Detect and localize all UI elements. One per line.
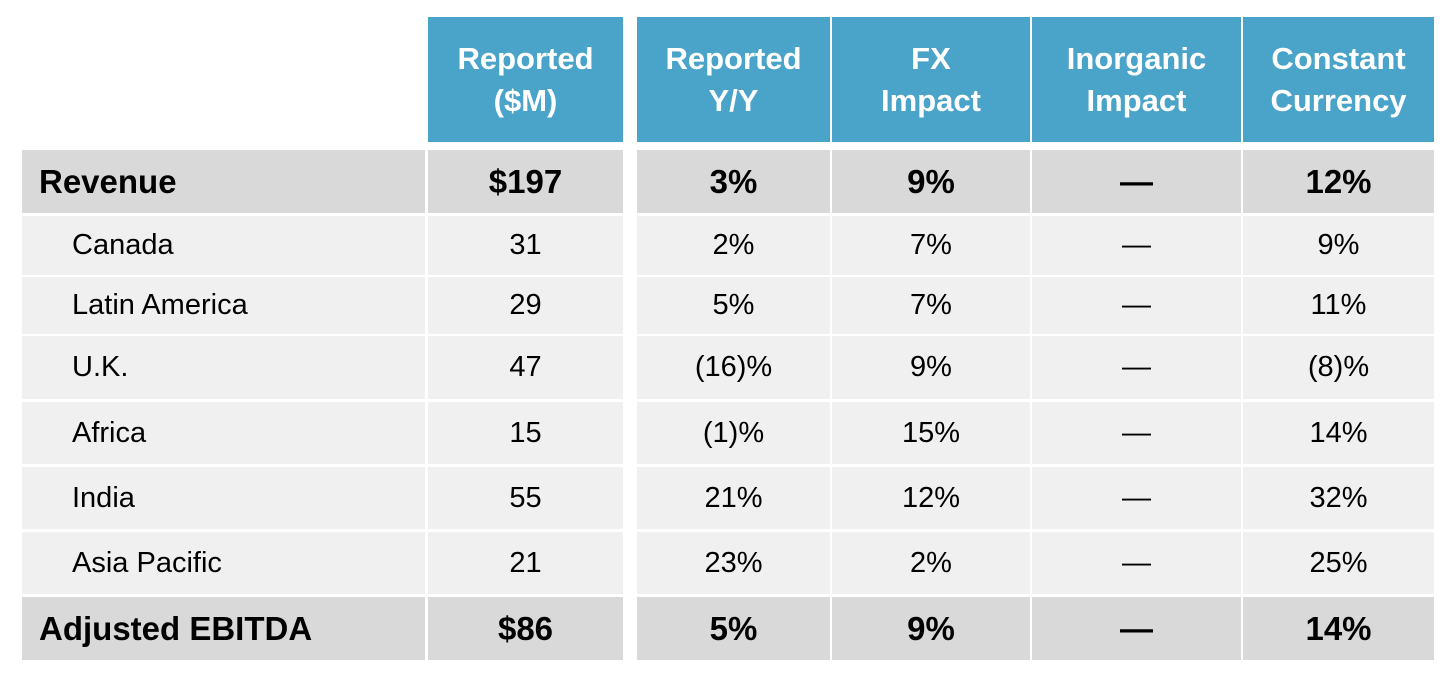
cell-reported: 21 <box>428 532 623 594</box>
cell-reported-yy: (16)% <box>637 336 830 399</box>
cell-inorganic-impact: — <box>1032 336 1241 399</box>
cell-constant-currency: 11% <box>1243 277 1434 334</box>
header-inorganic-line2: Impact <box>1086 82 1187 118</box>
row-label: Latin America <box>22 277 425 334</box>
header-constant-line1: Constant <box>1271 40 1406 76</box>
row-label: India <box>22 467 425 529</box>
cell-inorganic-impact: — <box>1032 277 1241 334</box>
header-reported-line1: Reported <box>457 40 594 76</box>
cell-reported-yy: 2% <box>637 216 830 275</box>
header-reported-yy-line2: Y/Y <box>708 82 759 118</box>
header-fx-line1: FX <box>911 40 951 76</box>
cell-fx-impact: 2% <box>832 532 1030 594</box>
cell-reported-yy: 3% <box>637 150 830 213</box>
cell-constant-currency: 14% <box>1243 402 1434 464</box>
cell-fx-impact: 15% <box>832 402 1030 464</box>
row-label: Asia Pacific <box>22 532 425 594</box>
cell-inorganic-impact: — <box>1032 532 1241 594</box>
cell-fx-impact: 7% <box>832 216 1030 275</box>
cell-constant-currency: 32% <box>1243 467 1434 529</box>
cell-fx-impact: 9% <box>832 150 1030 213</box>
header-fx-impact: FX Impact <box>832 17 1030 142</box>
cell-reported: $86 <box>428 597 623 660</box>
cell-reported-yy: (1)% <box>637 402 830 464</box>
row-label: Canada <box>22 216 425 275</box>
header-fx-line2: Impact <box>881 82 981 118</box>
header-reported-yy: Reported Y/Y <box>637 17 830 142</box>
cell-inorganic-impact: — <box>1032 150 1241 213</box>
row-label: Revenue <box>22 150 425 213</box>
cell-constant-currency: 9% <box>1243 216 1434 275</box>
cell-fx-impact: 12% <box>832 467 1030 529</box>
cell-inorganic-impact: — <box>1032 402 1241 464</box>
cell-reported-yy: 5% <box>637 277 830 334</box>
row-label: U.K. <box>22 336 425 399</box>
header-inorganic-impact: Inorganic Impact <box>1032 17 1241 142</box>
header-reported-line2: ($M) <box>493 82 558 118</box>
cell-reported-yy: 5% <box>637 597 830 660</box>
cell-reported-yy: 23% <box>637 532 830 594</box>
cell-inorganic-impact: — <box>1032 216 1241 275</box>
cell-fx-impact: 9% <box>832 597 1030 660</box>
header-constant-currency: Constant Currency <box>1243 17 1434 142</box>
cell-reported: 15 <box>428 402 623 464</box>
header-inorganic-line1: Inorganic <box>1066 40 1207 76</box>
row-label: Adjusted EBITDA <box>22 597 425 660</box>
cell-fx-impact: 7% <box>832 277 1030 334</box>
cell-reported-yy: 21% <box>637 467 830 529</box>
cell-inorganic-impact: — <box>1032 597 1241 660</box>
cell-fx-impact: 9% <box>832 336 1030 399</box>
header-reported: Reported ($M) <box>428 17 623 142</box>
cell-reported: 29 <box>428 277 623 334</box>
header-reported-yy-line1: Reported <box>665 40 802 76</box>
cell-inorganic-impact: — <box>1032 467 1241 529</box>
cell-constant-currency: (8)% <box>1243 336 1434 399</box>
cell-reported: 55 <box>428 467 623 529</box>
cell-constant-currency: 12% <box>1243 150 1434 213</box>
cell-constant-currency: 14% <box>1243 597 1434 660</box>
cell-reported: 47 <box>428 336 623 399</box>
header-constant-line2: Currency <box>1270 82 1407 118</box>
cell-reported: $197 <box>428 150 623 213</box>
cell-constant-currency: 25% <box>1243 532 1434 594</box>
row-label: Africa <box>22 402 425 464</box>
cell-reported: 31 <box>428 216 623 275</box>
